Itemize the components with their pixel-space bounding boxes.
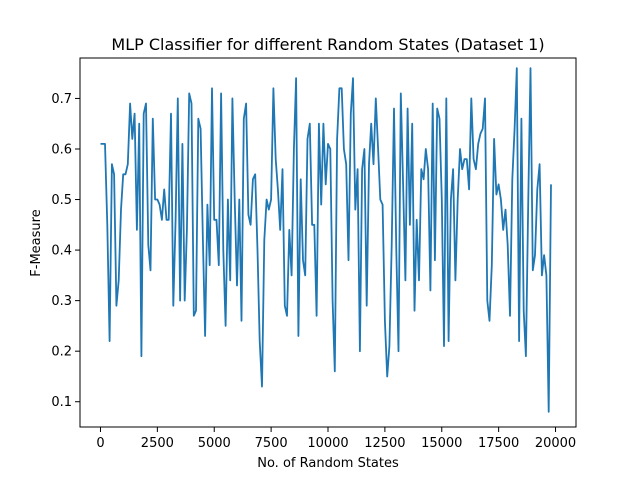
y-tick-label: 0.1 xyxy=(51,395,72,410)
y-tick-label: 0.6 xyxy=(51,142,72,157)
y-axis: 0.1 0.2 0.3 0.4 0.5 0.6 0.7 xyxy=(51,92,80,410)
plot-frame xyxy=(79,57,577,428)
y-axis-title: F-Measure xyxy=(29,209,44,276)
x-tick-label: 15000 xyxy=(421,436,462,451)
y-tick-label: 0.2 xyxy=(51,345,72,360)
x-tick-label: 20000 xyxy=(535,436,576,451)
x-tick-label: 2500 xyxy=(141,436,174,451)
x-tick-label: 0 xyxy=(96,436,104,451)
x-tick-label: 17500 xyxy=(478,436,519,451)
y-tick-label: 0.7 xyxy=(51,92,72,107)
y-tick-label: 0.3 xyxy=(51,294,72,309)
x-tick-label: 7500 xyxy=(255,436,288,451)
x-tick-label: 12500 xyxy=(364,436,405,451)
plot-area xyxy=(79,57,577,428)
x-axis: 0 2500 5000 7500 10000 12500 15000 17500 20000 xyxy=(96,427,576,451)
x-tick-label: 10000 xyxy=(307,436,348,451)
y-tick-label: 0.5 xyxy=(51,193,72,208)
x-tick-label: 5000 xyxy=(198,436,231,451)
chart-title: MLP Classifier for different Random Stat… xyxy=(111,35,544,54)
y-tick-label: 0.4 xyxy=(51,244,72,259)
x-axis-title: No. of Random States xyxy=(257,456,399,471)
series-line xyxy=(100,67,552,413)
